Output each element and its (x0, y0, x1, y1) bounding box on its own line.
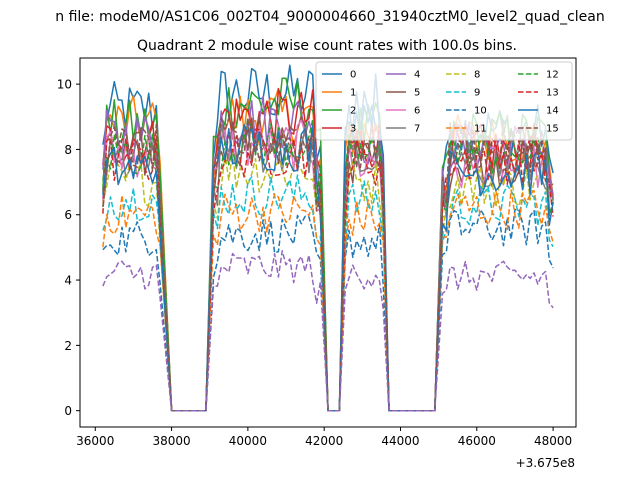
y-axis: 0 2 4 6 8 10 (57, 78, 80, 418)
series-line-12 (102, 117, 554, 412)
x-tick-label: 36000 (76, 434, 114, 448)
x-tick-label: 38000 (152, 434, 190, 448)
x-tick-label: 40000 (229, 434, 267, 448)
y-tick-label: 2 (64, 339, 72, 353)
x-tick-label: 48000 (534, 434, 572, 448)
y-tick-label: 8 (64, 143, 72, 157)
chart-title: Quadrant 2 module wise count rates with … (137, 38, 517, 54)
legend-label-4: 4 (414, 70, 420, 81)
legend-box (315, 61, 573, 141)
x-offset-label: +3.675e8 (516, 456, 575, 470)
plot-frame (79, 57, 577, 428)
legend-label-10: 10 (474, 106, 487, 117)
legend-label-13: 13 (546, 88, 559, 99)
y-tick-label: 10 (57, 78, 72, 92)
series-line-10 (102, 208, 554, 412)
series-line-unlabeled-16 (102, 250, 554, 412)
y-tick-label: 0 (64, 404, 72, 418)
x-tick-label: 44000 (381, 434, 419, 448)
legend-label-14: 14 (546, 106, 559, 117)
y-tick-label: 6 (64, 208, 72, 222)
series-line-15 (102, 117, 554, 412)
legend-label-1: 1 (350, 88, 356, 99)
legend-label-7: 7 (414, 124, 420, 135)
chart-suptitle: n file: modeM0/AS1C06_002T04_9000004660_… (55, 9, 604, 25)
legend-label-12: 12 (546, 70, 559, 81)
legend-label-6: 6 (414, 106, 420, 117)
legend-label-0: 0 (350, 70, 356, 81)
legend-label-11: 11 (474, 124, 487, 135)
legend-label-15: 15 (546, 124, 559, 135)
series-line-14 (102, 73, 554, 412)
x-tick-label: 42000 (305, 434, 343, 448)
legend-label-5: 5 (414, 88, 420, 99)
x-axis: 36000 38000 40000 42000 44000 46000 48000 (76, 427, 572, 448)
x-tick-label: 46000 (458, 434, 496, 448)
y-tick-label: 4 (64, 274, 72, 288)
legend-label-3: 3 (350, 124, 356, 135)
legend-label-2: 2 (350, 106, 356, 117)
legend-label-9: 9 (474, 88, 480, 99)
legend-label-8: 8 (474, 70, 480, 81)
